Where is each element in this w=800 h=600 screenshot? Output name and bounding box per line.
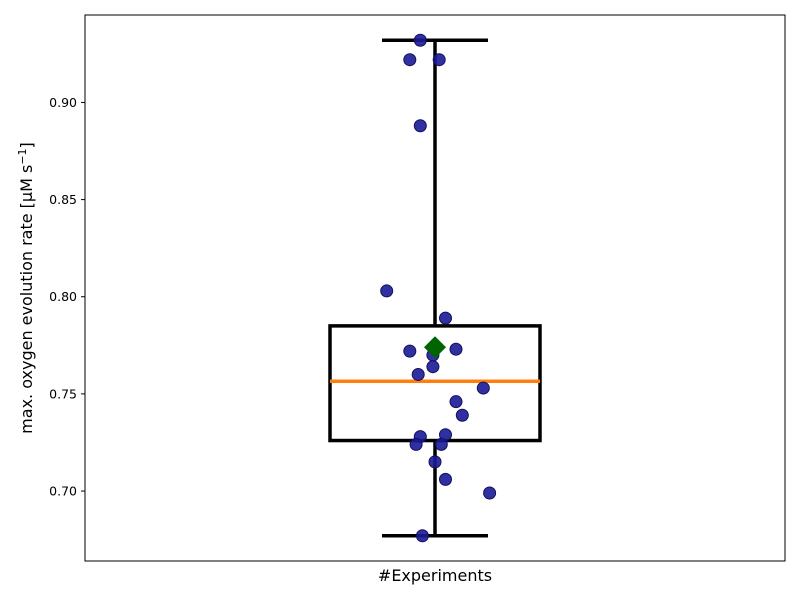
plot-frame: [84, 14, 786, 562]
x-axis-label: #Experiments: [378, 566, 492, 585]
data-point: [449, 342, 463, 356]
y-tick-label: 0.90: [49, 95, 77, 110]
data-point: [476, 381, 490, 395]
data-point: [415, 529, 429, 543]
data-point: [413, 119, 427, 133]
y-axis-label: max. oxygen evolution rate [μM s−1]: [16, 142, 37, 434]
data-point: [428, 455, 442, 469]
data-point: [411, 367, 425, 381]
data-point: [439, 472, 452, 486]
y-tick-label: 0.70: [49, 484, 77, 499]
data-point: [413, 33, 427, 47]
data-point: [483, 486, 497, 500]
data-point: [426, 360, 440, 374]
y-tick-label: 0.80: [49, 289, 77, 304]
data-point: [432, 53, 446, 67]
axes: 0.70 0.75 0.80 0.85 0.90: [49, 14, 786, 562]
interquartile-box: [328, 324, 542, 443]
data-point: [409, 437, 423, 451]
data-point: [455, 408, 469, 422]
data-point: [403, 344, 417, 358]
plot-area: [328, 33, 542, 543]
data-point: [449, 395, 463, 409]
data-point: [439, 311, 452, 325]
data-point: [434, 437, 448, 451]
data-point: [380, 284, 394, 298]
y-tick-label: 0.85: [49, 192, 77, 207]
y-tick-label: 0.75: [49, 386, 77, 401]
mean-marker: [424, 336, 446, 359]
data-point: [403, 53, 417, 67]
